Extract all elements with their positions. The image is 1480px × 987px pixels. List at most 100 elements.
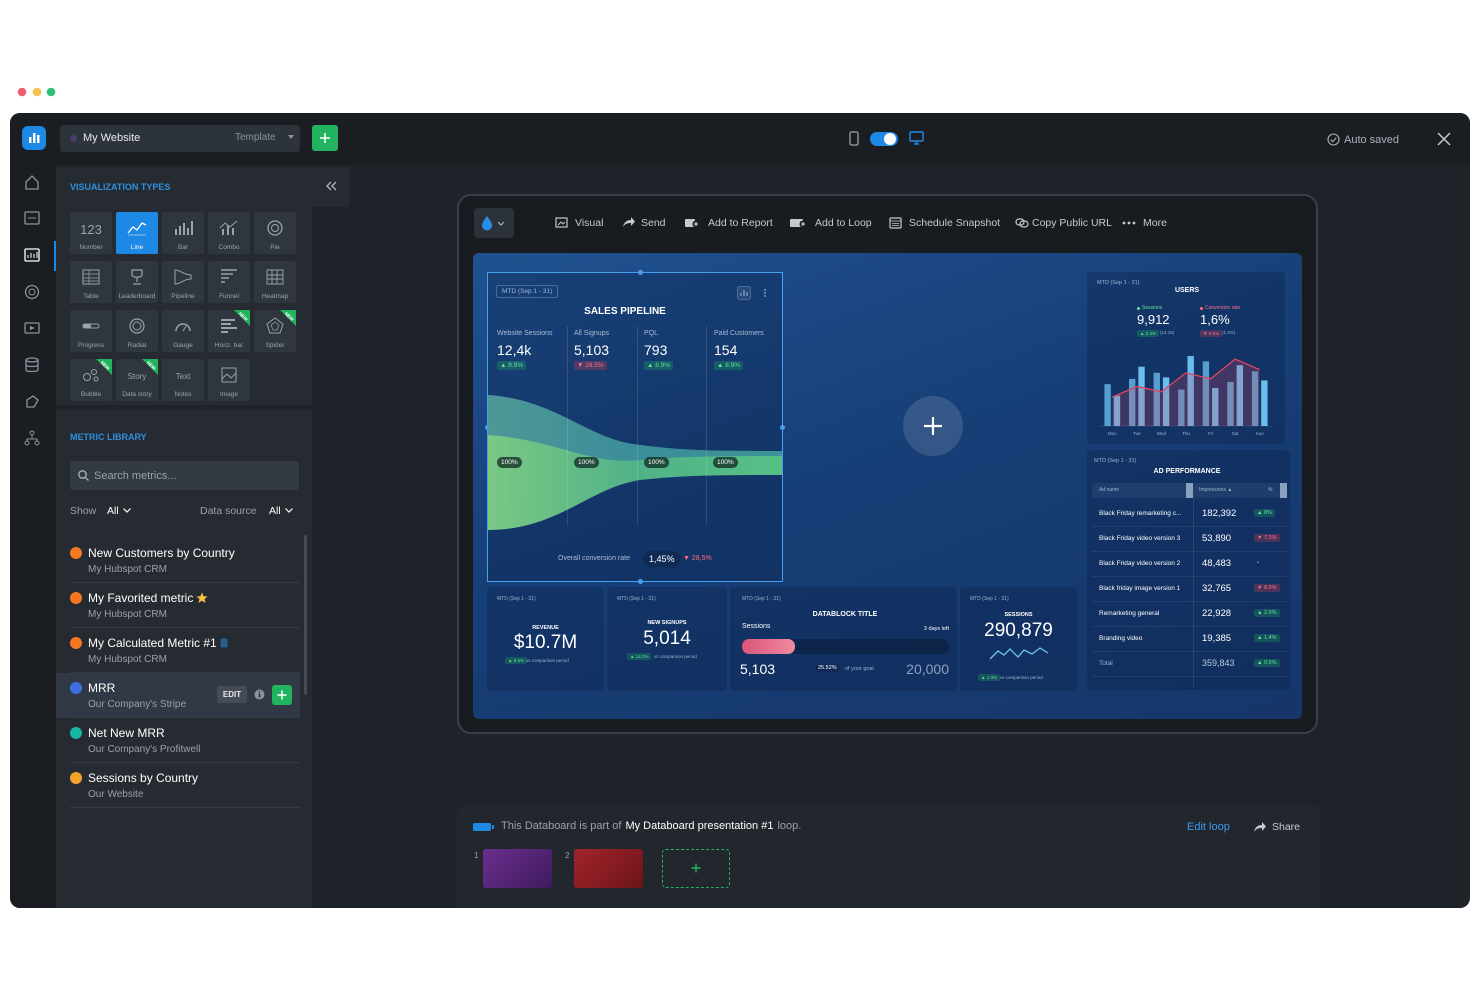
share-button[interactable]: Share — [1272, 821, 1301, 833]
viz-tile[interactable] — [162, 359, 204, 401]
viz-icon — [221, 367, 237, 383]
nav-icon[interactable] — [24, 357, 40, 373]
calculated-icon — [220, 638, 228, 648]
share-icon[interactable] — [1253, 821, 1267, 833]
bar — [1128, 378, 1136, 426]
nav-icon[interactable] — [24, 320, 40, 336]
nav-icon[interactable] — [24, 210, 40, 226]
slide-thumbnail[interactable] — [574, 849, 643, 888]
resize-handle[interactable] — [779, 424, 785, 430]
impressions: 182,392 — [1202, 508, 1237, 519]
info-icon[interactable] — [254, 689, 265, 700]
toolbar-item[interactable]: Send — [641, 217, 666, 229]
nav-icon[interactable] — [24, 247, 40, 263]
conversion-value: 1,45% — [643, 551, 681, 567]
site-selector[interactable] — [60, 125, 300, 152]
metric-name: My Calculated Metric #1 — [88, 636, 217, 650]
table-row — [1092, 577, 1287, 602]
metric-source: My Hubspot CRM — [88, 609, 167, 620]
icon-shape — [909, 131, 924, 142]
edit-loop-link[interactable]: Edit loop — [1187, 821, 1230, 833]
toolbar-item[interactable]: More — [1143, 217, 1167, 229]
viz-tile[interactable] — [208, 359, 250, 401]
metric-item[interactable] — [70, 583, 300, 628]
period-pill[interactable]: MTD (Sep 1 - 31) — [496, 285, 559, 298]
mobile-icon[interactable] — [849, 131, 859, 146]
collapse-icon[interactable] — [325, 181, 337, 191]
desktop-icon[interactable] — [909, 131, 924, 145]
source-value[interactable]: All — [269, 505, 281, 517]
nav-icon[interactable] — [24, 394, 40, 410]
style-button[interactable] — [474, 208, 514, 238]
toolbar-item[interactable]: Schedule Snapshot — [909, 217, 1001, 229]
line-area — [1112, 359, 1260, 426]
resize-handle[interactable] — [484, 424, 490, 430]
pipeline-funnel — [488, 395, 782, 530]
viz-tile[interactable] — [254, 261, 296, 303]
metric-source: My Hubspot CRM — [88, 564, 167, 575]
viz-tile[interactable] — [70, 310, 112, 352]
viz-label: Horiz. bar — [214, 342, 244, 349]
show-value[interactable]: All — [107, 505, 119, 517]
site-dot — [70, 135, 77, 142]
block-title: SESSIONS — [1004, 612, 1033, 618]
icon-shape — [25, 357, 39, 363]
stage-value: 12,4k — [497, 342, 532, 358]
viz-label: Funnel — [219, 293, 239, 300]
toolbar-icon[interactable] — [1015, 216, 1031, 230]
viz-tile[interactable] — [116, 212, 158, 254]
viz-tile[interactable] — [116, 310, 158, 352]
icon-shape — [1019, 220, 1029, 228]
metric-item[interactable] — [70, 673, 300, 718]
toolbar-icon[interactable] — [889, 216, 905, 230]
sort-handle[interactable] — [1280, 483, 1287, 498]
viz-label: Data story — [122, 391, 152, 398]
icon-shape — [989, 647, 1049, 660]
toolbar-item[interactable]: Add to Loop — [815, 217, 872, 229]
toolbar-icon[interactable] — [555, 216, 571, 230]
viz-tile[interactable] — [254, 212, 296, 254]
sort-handle[interactable] — [1186, 483, 1193, 498]
metric-item[interactable] — [70, 538, 300, 583]
metric-item[interactable] — [70, 718, 300, 763]
icon-shape — [123, 508, 131, 513]
change-badge: ▲ 1.4% — [1254, 634, 1280, 642]
resize-handle[interactable] — [637, 578, 643, 584]
toolbar-icon[interactable] — [622, 216, 638, 230]
resize-handle[interactable] — [637, 269, 643, 275]
conversion-value: 1,6% — [1200, 312, 1230, 327]
column-header[interactable]: Impressions ▲ — [1199, 487, 1233, 493]
edit-button[interactable]: EDIT — [217, 686, 247, 703]
icon-shape — [82, 269, 100, 285]
source-label: Data source — [200, 505, 257, 517]
toolbar-icon[interactable] — [789, 216, 807, 230]
search-box[interactable] — [70, 461, 299, 490]
icon-shape — [914, 141, 919, 145]
toolbar-icon[interactable] — [1122, 216, 1138, 230]
icon-shape — [27, 252, 38, 258]
viz-label: Gauge — [173, 342, 193, 349]
viz-tile[interactable] — [70, 261, 112, 303]
nav-icon[interactable] — [24, 284, 40, 300]
nav-icon[interactable] — [24, 174, 40, 190]
icon-shape — [555, 217, 568, 228]
viz-icon — [83, 369, 99, 382]
block-icons[interactable] — [737, 286, 771, 300]
viz-tile[interactable] — [70, 212, 112, 254]
metric-item[interactable] — [70, 628, 300, 673]
toolbar-item[interactable]: Copy Public URL — [1032, 217, 1112, 229]
add-slide-button[interactable] — [662, 849, 730, 888]
metric-item[interactable] — [70, 763, 300, 808]
conversion-change: ▼ 28,5% — [683, 555, 712, 562]
nav-icon[interactable] — [24, 430, 40, 446]
toolbar-item[interactable]: Add to Report — [708, 217, 773, 229]
close-icon[interactable] — [1437, 132, 1451, 146]
slide-thumbnail[interactable] — [483, 849, 552, 888]
toolbar-item[interactable]: Visual — [575, 217, 604, 229]
badge-corner — [142, 359, 158, 375]
viz-tile[interactable] — [208, 261, 250, 303]
icon-shape — [131, 269, 143, 285]
toolbar-icon[interactable] — [684, 216, 700, 230]
loop-text: This Databoard is part of My Databoard pr… — [501, 820, 801, 832]
viz-tile[interactable] — [162, 261, 204, 303]
